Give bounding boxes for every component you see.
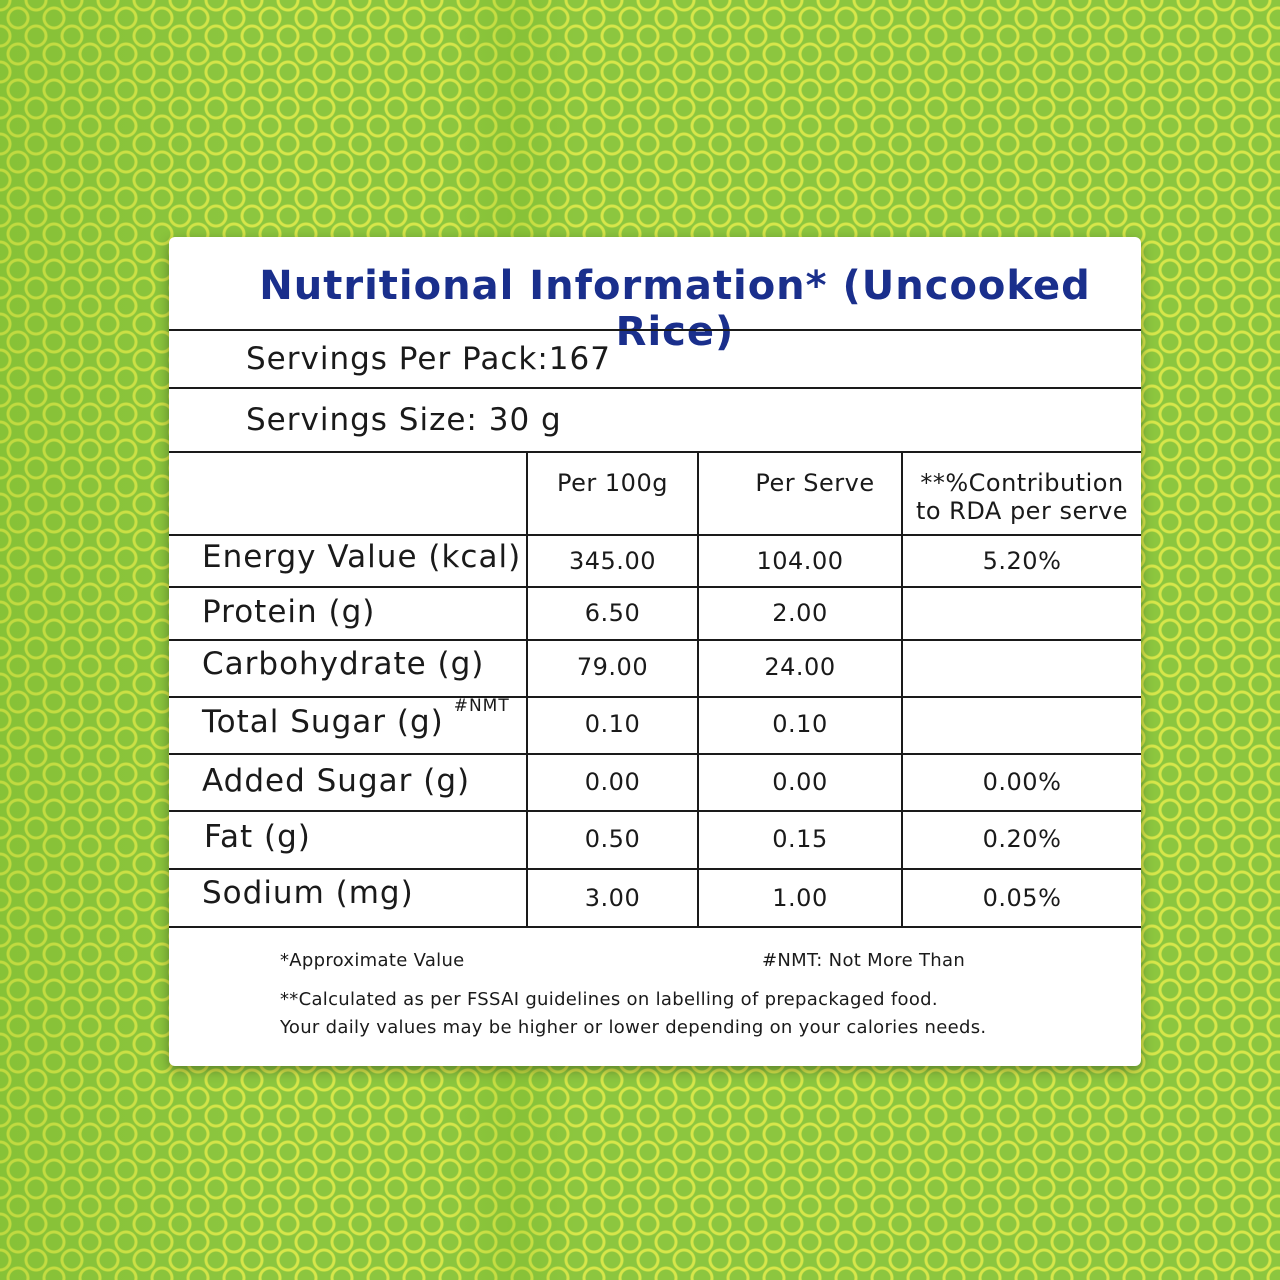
cell-energy-per100: 345.00 — [569, 547, 656, 575]
cell-total-sugar-per100: 0.10 — [584, 710, 641, 738]
serving-size: Servings Size: 30 g — [246, 402, 562, 438]
divider — [169, 639, 1141, 641]
cell-added-sugar-rda: 0.00% — [982, 768, 1062, 796]
cell-added-sugar-perserve: 0.00 — [772, 768, 828, 796]
header-rda-line2: to RDA per serve — [915, 497, 1129, 525]
cell-protein-per100: 6.50 — [584, 599, 641, 627]
cell-fat-per100: 0.50 — [584, 825, 641, 853]
nmt-note: #NMT — [453, 695, 510, 716]
divider — [169, 329, 1141, 331]
divider — [169, 451, 1141, 453]
cell-protein-perserve: 2.00 — [772, 599, 828, 627]
servings-per-pack: Servings Per Pack:167 — [246, 341, 611, 377]
header-rda: **%Contribution to RDA per serve — [903, 469, 1141, 525]
row-label-fat: Fat (g) — [204, 819, 311, 855]
divider — [169, 868, 1141, 870]
cell-sodium-perserve: 1.00 — [772, 884, 828, 912]
divider — [169, 586, 1141, 588]
column-divider — [697, 452, 699, 927]
header-per-serve: Per Serve — [755, 469, 875, 497]
footnote-fssai: **Calculated as per FSSAI guidelines on … — [280, 989, 938, 1010]
divider — [169, 753, 1141, 755]
divider — [169, 810, 1141, 812]
cell-carbohydrate-perserve: 24.00 — [764, 653, 836, 681]
divider — [169, 696, 1141, 698]
row-label-protein: Protein (g) — [202, 594, 376, 630]
header-rda-line1: **%Contribution — [920, 469, 1124, 497]
cell-total-sugar-perserve: 0.10 — [772, 710, 828, 738]
row-label-energy: Energy Value (kcal) — [202, 539, 522, 575]
row-label-added-sugar: Added Sugar (g) — [202, 763, 471, 799]
nutrition-label-card: Nutritional Information* (Uncooked Rice)… — [169, 237, 1141, 1066]
divider — [169, 534, 1141, 536]
cell-added-sugar-per100: 0.00 — [584, 768, 641, 796]
header-per-100g: Per 100g — [557, 469, 668, 497]
cell-fat-perserve: 0.15 — [772, 825, 828, 853]
divider — [169, 926, 1141, 928]
footnote-approximate: *Approximate Value — [280, 950, 465, 971]
cell-energy-perserve: 104.00 — [756, 547, 844, 575]
cell-sodium-per100: 3.00 — [584, 884, 641, 912]
column-divider — [526, 452, 528, 927]
cell-sodium-rda: 0.05% — [982, 884, 1062, 912]
cell-carbohydrate-per100: 79.00 — [576, 653, 649, 681]
row-label-sodium: Sodium (mg) — [202, 875, 414, 911]
row-label-total-sugar: Total Sugar (g) #NMT — [202, 696, 510, 740]
row-label-carbohydrate: Carbohydrate (g) — [202, 646, 485, 682]
cell-fat-rda: 0.20% — [982, 825, 1062, 853]
divider — [169, 387, 1141, 389]
column-divider — [901, 452, 903, 927]
row-label-total-sugar-text: Total Sugar (g) — [202, 704, 444, 740]
label-title: Nutritional Information* (Uncooked Rice) — [259, 263, 1091, 355]
footnote-daily-values: Your daily values may be higher or lower… — [280, 1017, 987, 1038]
footnote-nmt: #NMT: Not More Than — [762, 950, 966, 971]
cell-energy-rda: 5.20% — [982, 547, 1062, 575]
